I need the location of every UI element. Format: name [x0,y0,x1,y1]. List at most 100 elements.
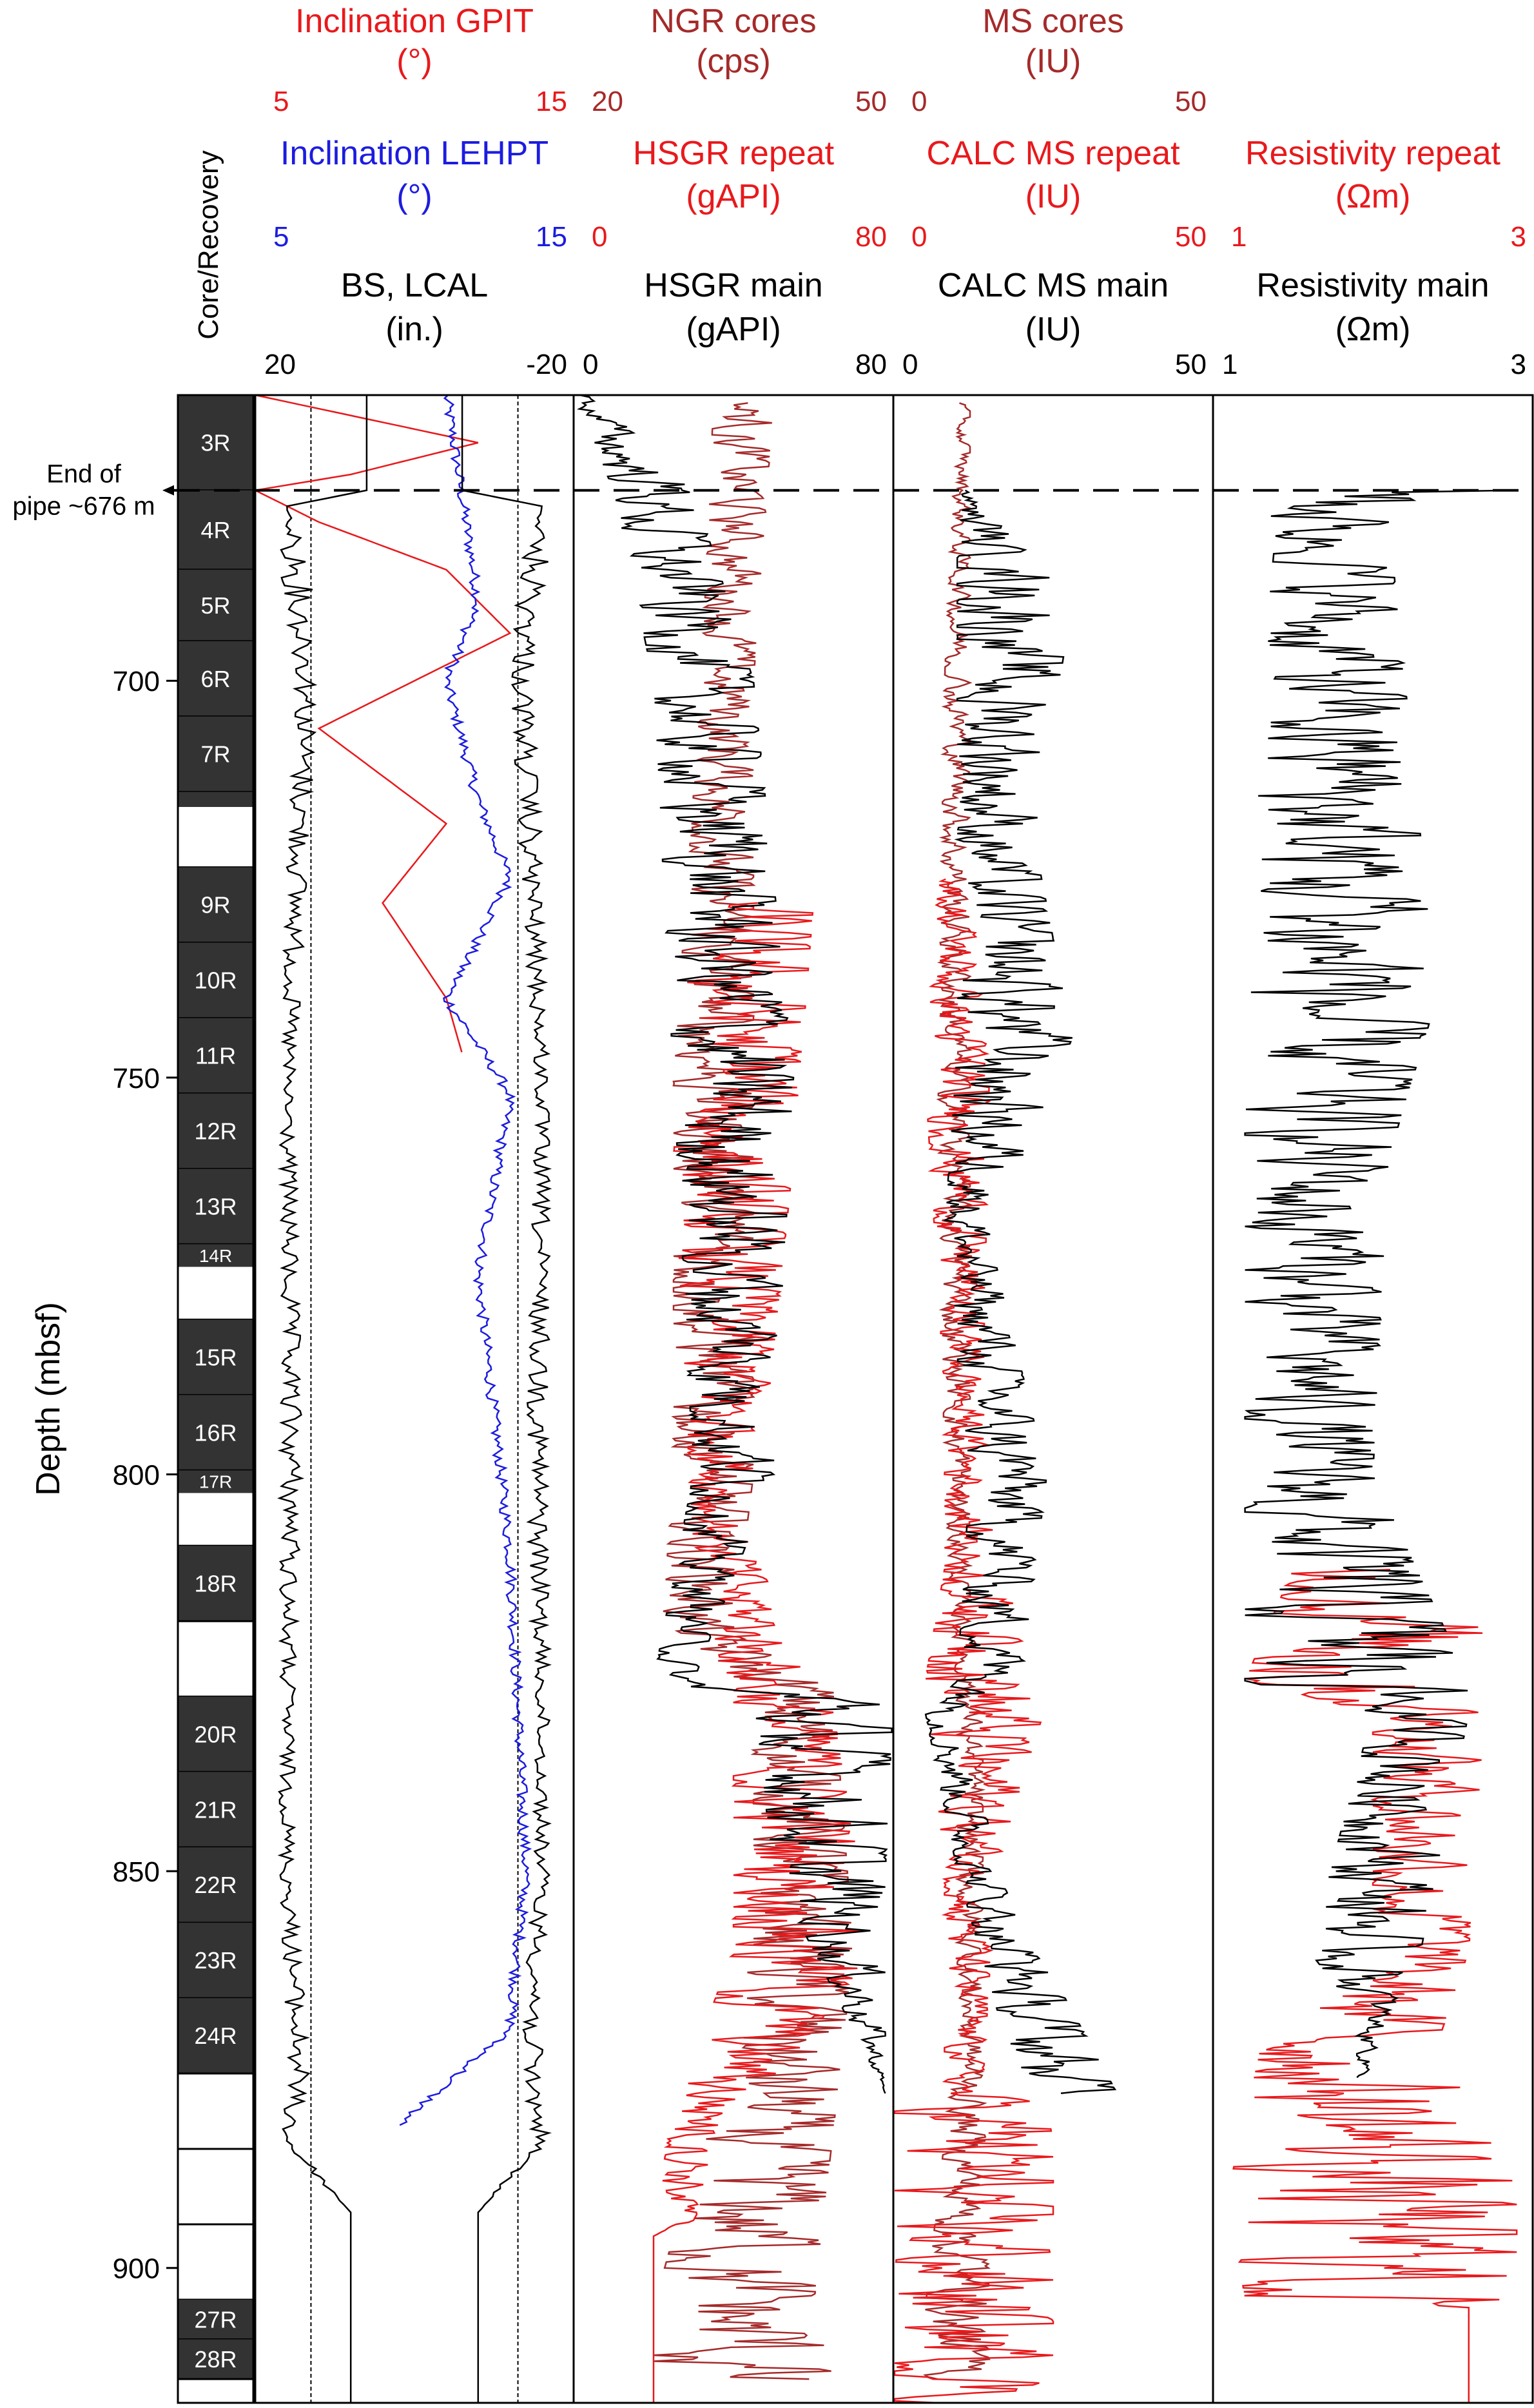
core-label: 17R [199,1472,232,1492]
header-scale-min: 5 [273,86,289,117]
core-label: 16R [194,1419,237,1446]
core-label: 11R [195,1043,236,1069]
core-label: 7R [200,741,230,768]
log-curve [1244,489,1513,2079]
core-block [178,1319,253,1395]
depth-tick-label: 750 [113,1063,160,1094]
header-unit: (IU) [1025,178,1082,215]
depth-tick-label: 900 [113,2253,160,2285]
core-label: 21R [194,1796,237,1823]
track-frame [1212,394,1534,2404]
depth-tick-label: 800 [113,1459,160,1491]
core-label: 18R [194,1570,237,1597]
log-curve [653,402,853,2380]
log-curve [924,489,1117,2095]
core-label: 24R [194,2023,237,2049]
core-block [178,1244,253,1267]
header-scale-max: 50 [1175,221,1207,253]
depth-axis-label: Depth (mbsf) [30,1302,67,1496]
core-block [178,942,253,1018]
header-scale-max: 15 [536,221,567,253]
core-label: 22R [194,1872,237,1898]
end-of-pipe-label-2: pipe ~676 m [12,492,155,521]
header-scale-min: 1 [1231,221,1247,253]
header-title: Resistivity repeat [1245,135,1500,172]
core-block [178,1998,253,2074]
core-label: 27R [194,2306,237,2333]
core-block [178,1169,253,1245]
header-unit: (°) [396,43,432,80]
header-unit: (cps) [696,43,771,80]
depth-axis: 700 750 800 850 900 Depth (mbsf) [30,666,178,2285]
header-unit: (Ωm) [1335,311,1411,348]
end-of-pipe-arrowhead [162,485,174,496]
log-curve [652,902,861,2403]
header-scale-min: 0 [911,86,927,117]
core-block [178,791,253,808]
core-block [178,1696,253,1772]
core-block [178,1093,253,1169]
log-curve [1232,1568,1518,2403]
header-unit: (Ωm) [1335,178,1411,215]
core-block [178,716,253,792]
header-title: BS, LCAL [341,267,488,304]
log-curve [893,878,1054,2404]
header-scale-max: 15 [536,86,567,117]
core-label: 14R [199,1246,232,1266]
core-label: 6R [200,666,230,692]
core-block [178,1772,253,1848]
header-scale-min: 0 [583,349,598,380]
header-title: Inclination LEHPT [280,135,549,172]
core-block [178,2299,253,2340]
core-block [178,395,253,490]
core-block [178,867,253,943]
core-label: 3R [200,429,230,456]
core-block [178,1018,253,1094]
header-unit: (in.) [385,311,443,348]
track-frame [572,394,895,2404]
depth-tick-label: 700 [113,666,160,697]
header-scale-max: 50 [1175,86,1207,117]
header-unit: (gAPI) [686,311,781,348]
header-unit: (IU) [1025,43,1082,80]
inclination-curve [399,394,532,2126]
core-label: 28R [194,2346,237,2373]
track-frame [892,394,1214,2404]
core-recovery-column: 3R 4R 5R 6R 7R 9R 10R 11R 12R 13R 14R 15R 16R 17R 18R 2… [178,395,253,2380]
header-scale-min: 20 [264,349,296,380]
header-title: HSGR repeat [633,135,835,172]
core-label: 9R [200,892,230,918]
log-curve [576,394,893,2094]
header-scale-max: 3 [1511,221,1526,253]
header-title: CALC MS repeat [926,135,1180,172]
core-block [178,569,253,641]
header-scale-max: 80 [855,221,887,253]
header-title: CALC MS main [938,267,1169,304]
core-block [178,641,253,717]
header-title: NGR cores [650,3,816,40]
header-scale-min: 0 [911,221,927,253]
core-label: 4R [200,517,230,543]
header-title: MS cores [982,3,1124,40]
core-block [178,1546,253,1622]
header-unit: (gAPI) [686,178,781,215]
header-scale-min: 20 [592,86,623,117]
inclination-curve [253,394,512,1053]
core-block [178,1470,253,1493]
log-tracks [253,394,1518,2404]
header-title: HSGR main [644,267,822,304]
end-of-pipe-label-1: End of [46,460,122,489]
core-label: 10R [194,967,237,994]
header-unit: (IU) [1025,311,1082,348]
annotations: End of pipe ~676 m [12,460,1533,521]
core-block [178,490,253,570]
core-label: 20R [194,1721,237,1747]
core-block [178,1395,253,1471]
header-title: Resistivity main [1256,267,1489,304]
header-scale-min: 1 [1222,349,1238,380]
header-scale-min: 0 [902,349,918,380]
core-recovery-label: Core/Recovery [193,150,224,339]
core-block [178,1923,253,1999]
